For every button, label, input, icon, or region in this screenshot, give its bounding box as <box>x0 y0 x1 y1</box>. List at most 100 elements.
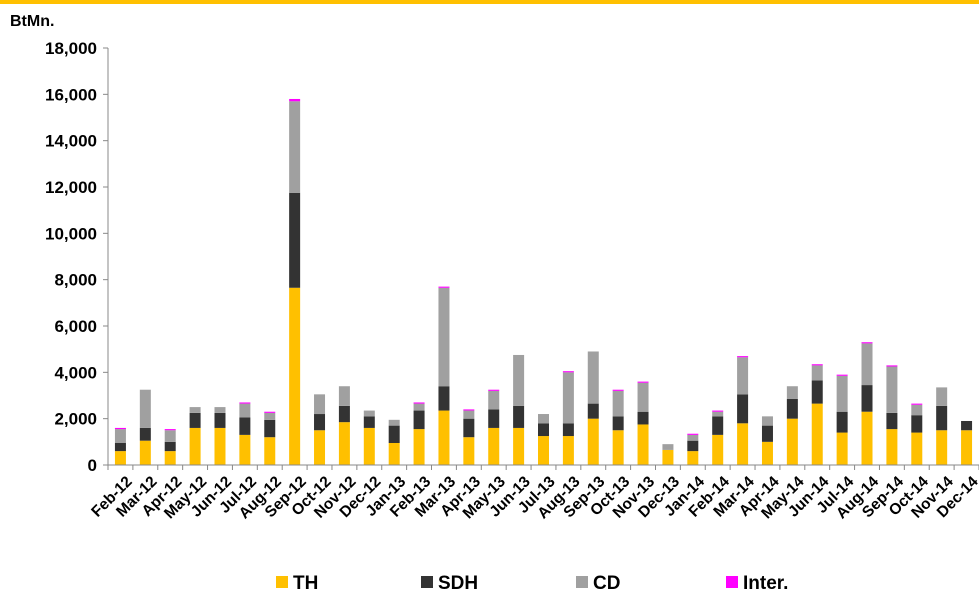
bar-cd-mar-13 <box>438 287 450 387</box>
bar-inter-sep-12 <box>289 98 301 102</box>
bar-inter-feb-14 <box>712 410 724 412</box>
bar-cd-sep-14 <box>886 366 898 413</box>
bar-th-nov-12 <box>338 422 350 465</box>
bar-cd-nov-13 <box>637 382 649 412</box>
y-tick-label: 16,000 <box>45 85 97 104</box>
bar-inter-jul-14 <box>836 374 848 376</box>
bar-sdh-apr-12 <box>164 441 176 452</box>
bar-sdh-aug-13 <box>562 423 574 437</box>
bar-sdh-may-14 <box>786 398 798 419</box>
bar-inter-jul-12 <box>239 402 251 404</box>
bar-th-jul-12 <box>239 434 251 465</box>
bar-th-oct-12 <box>314 430 326 465</box>
bar-sdh-feb-12 <box>114 442 126 452</box>
bar-th-jul-13 <box>538 436 549 465</box>
y-tick-label: 18,000 <box>45 39 97 58</box>
bar-inter-mar-14 <box>737 356 749 358</box>
bar-cd-nov-12 <box>338 386 350 406</box>
bar-sdh-jul-13 <box>538 423 549 437</box>
bar-sdh-nov-14 <box>936 405 948 431</box>
bar-th-nov-13 <box>637 424 649 465</box>
bar-th-sep-14 <box>886 429 898 465</box>
legend-label: SDH <box>438 573 478 594</box>
bar-cd-mar-12 <box>139 389 151 428</box>
bar-cd-mar-14 <box>737 357 749 395</box>
bar-cd-jan-13 <box>388 419 400 426</box>
bar-th-dec-13 <box>662 449 674 465</box>
bar-th-mar-12 <box>139 440 151 465</box>
bar-cd-feb-14 <box>712 411 724 417</box>
bar-th-jun-13 <box>513 427 525 465</box>
bar-sdh-jan-14 <box>687 440 699 452</box>
bar-cd-jul-14 <box>836 375 848 412</box>
bar-inter-apr-12 <box>164 429 176 431</box>
bar-inter-may-13 <box>488 389 500 391</box>
bar-cd-dec-12 <box>363 410 375 417</box>
bar-sdh-jul-12 <box>239 417 251 435</box>
y-axis-label: BtMn. <box>10 13 54 30</box>
bar-th-jul-14 <box>836 432 848 465</box>
bar-cd-feb-12 <box>114 429 126 443</box>
bar-inter-aug-13 <box>562 371 574 373</box>
bar-sdh-oct-14 <box>911 415 923 433</box>
bar-cd-oct-12 <box>314 394 326 415</box>
bar-th-feb-12 <box>114 451 126 465</box>
bar-th-may-12 <box>189 427 201 465</box>
bar-sdh-mar-14 <box>737 394 749 424</box>
bar-inter-jan-14 <box>687 433 699 435</box>
bar-th-may-14 <box>786 418 798 465</box>
bar-sdh-may-13 <box>488 409 500 428</box>
y-tick-label: 0 <box>88 456 97 475</box>
bar-inter-jun-14 <box>811 364 823 366</box>
bar-inter-feb-13 <box>413 402 425 404</box>
bar-inter-mar-13 <box>438 286 450 288</box>
bar-th-jan-13 <box>388 442 400 465</box>
bar-th-mar-13 <box>438 410 450 465</box>
legend-swatch <box>726 576 738 588</box>
bar-cd-may-12 <box>189 407 201 413</box>
bar-sdh-dec-12 <box>363 416 375 428</box>
bar-th-apr-12 <box>164 451 176 465</box>
bar-sdh-feb-13 <box>413 410 425 430</box>
bar-cd-aug-14 <box>861 343 873 386</box>
bar-sdh-sep-14 <box>886 412 898 430</box>
bar-th-sep-12 <box>289 287 301 465</box>
bar-inter-feb-12 <box>114 427 126 430</box>
y-axis-ticks: 0 2,000 4,000 6,000 8,000 10,000 12,000 14,000 1… <box>45 39 108 475</box>
bar-cd-dec-13 <box>662 444 674 450</box>
bar-sdh-dec-14 <box>961 420 973 431</box>
bar-cd-aug-12 <box>264 412 276 420</box>
bar-cd-sep-12 <box>289 101 301 193</box>
bar-th-aug-13 <box>562 436 574 465</box>
bar-sdh-jul-14 <box>836 411 848 433</box>
bar-group <box>114 98 973 465</box>
top-accent-line <box>0 0 979 4</box>
bar-th-dec-14 <box>961 430 973 465</box>
bar-cd-oct-14 <box>911 404 923 416</box>
bar-th-aug-14 <box>861 411 873 465</box>
bar-cd-jun-14 <box>811 365 823 381</box>
y-tick-label: 6,000 <box>54 317 97 336</box>
bar-th-feb-14 <box>712 434 724 465</box>
bar-inter-aug-14 <box>861 342 873 344</box>
bar-cd-may-14 <box>786 386 798 399</box>
bar-th-aug-12 <box>264 437 276 465</box>
bar-sdh-apr-13 <box>463 418 475 438</box>
bar-th-may-13 <box>488 427 500 465</box>
y-tick-label: 2,000 <box>54 410 97 429</box>
bar-sdh-jan-13 <box>388 425 400 443</box>
bar-inter-oct-14 <box>911 403 923 405</box>
bar-th-oct-13 <box>612 430 624 465</box>
legend: TH SDH CD Inter. <box>276 573 788 594</box>
bar-th-dec-12 <box>363 427 375 465</box>
bar-sdh-oct-12 <box>314 414 326 431</box>
bar-sdh-aug-12 <box>264 419 276 438</box>
bar-cd-jul-13 <box>538 414 549 424</box>
legend-swatch <box>576 576 588 588</box>
bar-sdh-oct-13 <box>612 416 624 431</box>
bar-cd-aug-13 <box>562 372 574 424</box>
bar-sdh-may-12 <box>189 412 201 428</box>
bar-cd-jun-13 <box>513 354 525 406</box>
bar-inter-nov-13 <box>637 381 649 383</box>
bar-sdh-apr-14 <box>761 425 773 442</box>
